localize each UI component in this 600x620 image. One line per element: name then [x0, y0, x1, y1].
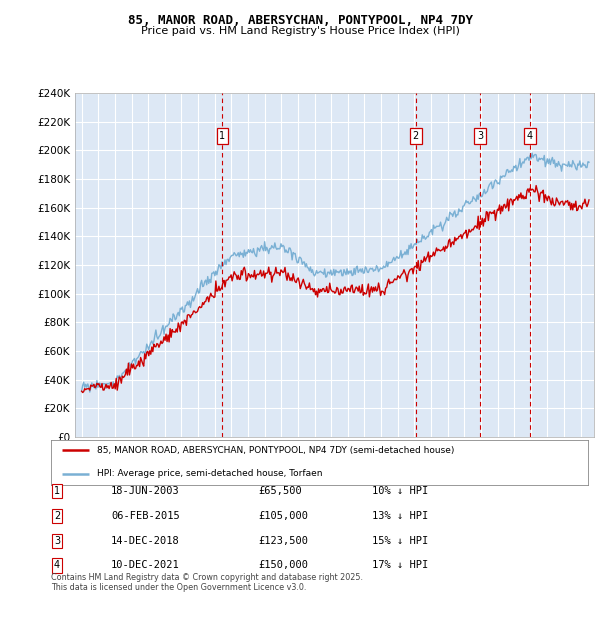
Text: Contains HM Land Registry data © Crown copyright and database right 2025.: Contains HM Land Registry data © Crown c…: [51, 572, 363, 582]
Text: £150,000: £150,000: [258, 560, 308, 570]
Text: This data is licensed under the Open Government Licence v3.0.: This data is licensed under the Open Gov…: [51, 583, 307, 592]
Text: 13% ↓ HPI: 13% ↓ HPI: [372, 511, 428, 521]
Text: 10% ↓ HPI: 10% ↓ HPI: [372, 486, 428, 496]
Text: £65,500: £65,500: [258, 486, 302, 496]
Text: 85, MANOR ROAD, ABERSYCHAN, PONTYPOOL, NP4 7DY (semi-detached house): 85, MANOR ROAD, ABERSYCHAN, PONTYPOOL, N…: [97, 446, 454, 454]
Text: 3: 3: [54, 536, 60, 546]
Text: 3: 3: [477, 131, 483, 141]
Text: 10-DEC-2021: 10-DEC-2021: [111, 560, 180, 570]
Text: 06-FEB-2015: 06-FEB-2015: [111, 511, 180, 521]
Text: 17% ↓ HPI: 17% ↓ HPI: [372, 560, 428, 570]
Text: 2: 2: [54, 511, 60, 521]
Text: £105,000: £105,000: [258, 511, 308, 521]
Text: HPI: Average price, semi-detached house, Torfaen: HPI: Average price, semi-detached house,…: [97, 469, 322, 478]
Text: 4: 4: [527, 131, 533, 141]
Text: 1: 1: [54, 486, 60, 496]
Text: 18-JUN-2003: 18-JUN-2003: [111, 486, 180, 496]
Text: Price paid vs. HM Land Registry's House Price Index (HPI): Price paid vs. HM Land Registry's House …: [140, 26, 460, 36]
Text: £123,500: £123,500: [258, 536, 308, 546]
Text: 4: 4: [54, 560, 60, 570]
Text: 2: 2: [413, 131, 419, 141]
Text: 14-DEC-2018: 14-DEC-2018: [111, 536, 180, 546]
Text: 85, MANOR ROAD, ABERSYCHAN, PONTYPOOL, NP4 7DY: 85, MANOR ROAD, ABERSYCHAN, PONTYPOOL, N…: [128, 14, 473, 27]
Text: 15% ↓ HPI: 15% ↓ HPI: [372, 536, 428, 546]
Text: 1: 1: [220, 131, 226, 141]
